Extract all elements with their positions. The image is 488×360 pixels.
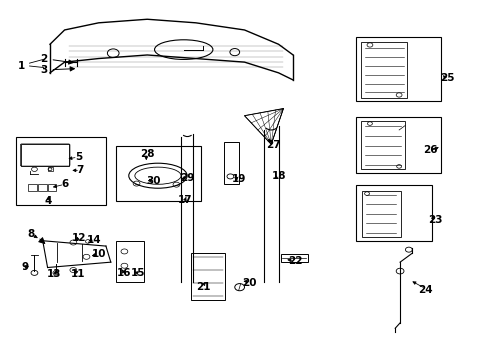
Bar <box>356 37 441 102</box>
Bar <box>16 137 106 205</box>
Bar <box>224 143 238 184</box>
Bar <box>356 117 441 173</box>
Text: 13: 13 <box>46 269 61 279</box>
Bar <box>356 185 431 241</box>
Bar <box>38 184 46 192</box>
Text: 22: 22 <box>288 256 302 266</box>
Bar <box>191 253 224 300</box>
Text: 12: 12 <box>72 233 86 243</box>
Text: 9: 9 <box>21 262 28 272</box>
Text: 1: 1 <box>18 61 25 71</box>
Bar <box>361 42 407 98</box>
Bar <box>116 241 143 282</box>
Text: 29: 29 <box>180 173 194 183</box>
Text: 20: 20 <box>242 278 256 288</box>
Text: 3: 3 <box>40 65 74 75</box>
Text: 26: 26 <box>423 145 437 156</box>
Bar <box>362 191 400 237</box>
Bar <box>47 167 53 171</box>
Text: 15: 15 <box>131 268 145 278</box>
Bar <box>361 121 404 169</box>
Text: 17: 17 <box>178 195 192 204</box>
Bar <box>47 184 56 192</box>
Text: 10: 10 <box>91 249 106 259</box>
Text: 19: 19 <box>231 174 245 184</box>
Text: 7: 7 <box>76 165 83 175</box>
Text: 25: 25 <box>440 73 454 83</box>
Bar <box>21 144 69 166</box>
Bar <box>28 184 37 192</box>
Bar <box>281 254 307 262</box>
Text: 14: 14 <box>86 235 101 245</box>
Text: 18: 18 <box>272 171 286 181</box>
Text: 4: 4 <box>45 197 52 206</box>
Text: 24: 24 <box>418 285 432 295</box>
Bar <box>116 146 201 202</box>
Text: 6: 6 <box>61 179 68 189</box>
Text: 28: 28 <box>140 149 154 159</box>
Text: 16: 16 <box>117 268 131 278</box>
Text: 2: 2 <box>40 54 73 64</box>
Text: 23: 23 <box>427 215 442 225</box>
Text: 27: 27 <box>266 140 281 150</box>
Text: 11: 11 <box>71 269 85 279</box>
Text: 30: 30 <box>145 176 160 186</box>
Text: 8: 8 <box>27 229 34 239</box>
Text: 21: 21 <box>196 282 210 292</box>
Text: 5: 5 <box>76 152 82 162</box>
